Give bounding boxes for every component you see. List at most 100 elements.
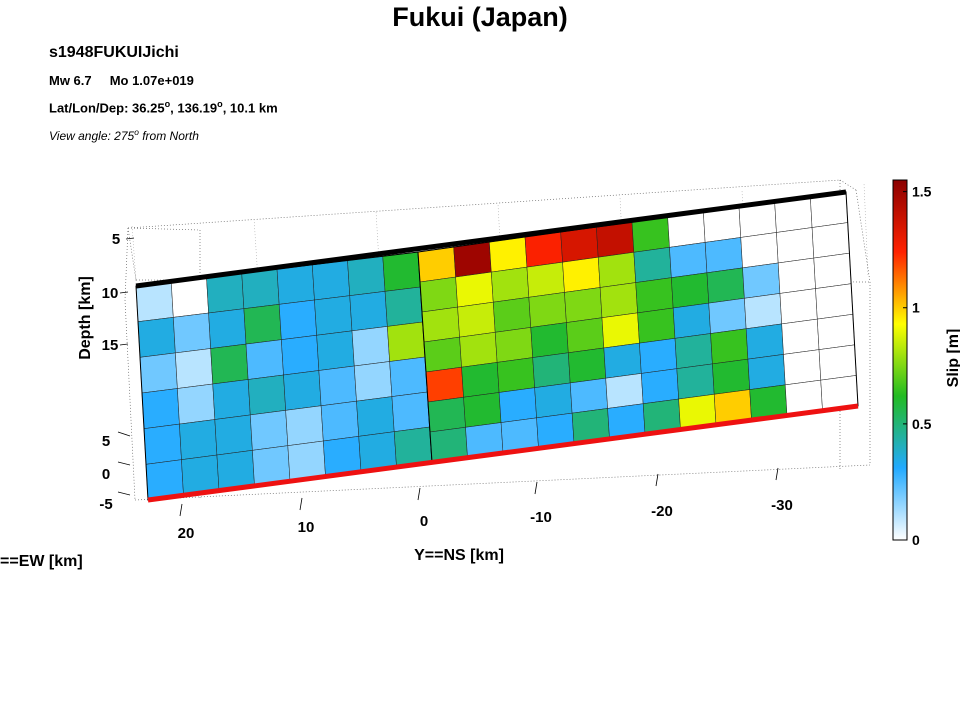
slip-cell bbox=[747, 354, 786, 390]
degree-mark: o bbox=[217, 99, 223, 109]
view-prefix: View angle: 275 bbox=[49, 129, 135, 143]
slip-cell bbox=[596, 221, 635, 258]
location-dep: , 10.1 km bbox=[222, 100, 278, 116]
y-tick bbox=[117, 461, 131, 466]
slip-cell bbox=[528, 292, 567, 328]
slip-cell bbox=[706, 267, 745, 304]
slip-cell bbox=[391, 391, 430, 432]
slip-cell bbox=[498, 387, 537, 423]
slip-cell bbox=[708, 298, 747, 334]
slip-cell bbox=[318, 365, 357, 407]
colorbar-scale bbox=[892, 179, 908, 541]
slip-cell bbox=[671, 272, 710, 309]
slip-cell bbox=[417, 246, 456, 283]
slip-cell bbox=[419, 276, 458, 313]
box-edge bbox=[839, 179, 857, 191]
slip-cell bbox=[175, 348, 214, 389]
slip-cell bbox=[241, 268, 280, 309]
slip-cell bbox=[177, 383, 216, 425]
degree-mark: o bbox=[164, 99, 171, 109]
slip-cell bbox=[524, 231, 563, 268]
slip-cell bbox=[534, 382, 573, 419]
slip-cell bbox=[530, 322, 569, 358]
slip-cell bbox=[423, 336, 462, 373]
slip-cell bbox=[247, 374, 286, 416]
slip-cell bbox=[776, 227, 815, 264]
z-tick bbox=[119, 343, 129, 346]
slip-cell bbox=[351, 326, 390, 367]
slip-cell bbox=[491, 266, 530, 303]
slip-cell bbox=[283, 370, 322, 411]
slip-cell bbox=[564, 287, 603, 323]
slip-cell bbox=[532, 352, 571, 388]
slip-cell bbox=[281, 334, 320, 376]
slip-cell bbox=[781, 318, 820, 355]
z-axis-label: Depth [km] bbox=[77, 276, 94, 360]
x-tick-label: -10 bbox=[530, 509, 552, 526]
slip-cell bbox=[382, 251, 421, 292]
slip-cell bbox=[560, 226, 599, 263]
box-edge bbox=[124, 227, 129, 301]
slip-cell bbox=[311, 260, 351, 301]
slip-cell bbox=[526, 261, 565, 298]
slip-cell bbox=[599, 282, 638, 318]
mo-label: Mo 1.07e+019 bbox=[109, 73, 194, 88]
box-edge bbox=[124, 299, 136, 501]
slip-cell bbox=[674, 333, 713, 369]
slip-cell bbox=[603, 342, 642, 379]
colorbar-tick-label: 1.5 bbox=[912, 184, 932, 200]
slip-cell bbox=[712, 358, 750, 395]
slip-cell bbox=[633, 247, 672, 283]
slip-cell bbox=[212, 379, 251, 420]
slip-cell bbox=[641, 368, 679, 404]
slip-cell bbox=[744, 293, 782, 329]
slip-cell bbox=[783, 349, 822, 386]
slip-cell bbox=[676, 363, 715, 400]
slip-cell bbox=[562, 256, 601, 293]
slip-cell bbox=[276, 264, 315, 305]
slip-cell bbox=[349, 291, 388, 332]
slip-cell bbox=[740, 232, 779, 269]
slip-cell bbox=[742, 262, 781, 299]
x-tick-label: -30 bbox=[771, 497, 793, 514]
chart-title: Fukui (Japan) bbox=[392, 2, 568, 32]
slip-cell bbox=[214, 414, 253, 456]
x-axis-label: Y==NS [km] bbox=[414, 547, 504, 564]
degree-mark: o bbox=[134, 127, 139, 137]
x-tick-label: 0 bbox=[420, 513, 428, 530]
slip-cell bbox=[605, 373, 644, 409]
slip-cell bbox=[421, 306, 460, 343]
slip-cell bbox=[179, 419, 218, 460]
slip-cell bbox=[496, 357, 535, 393]
y-tick bbox=[117, 491, 131, 496]
y-tick-label: 5 bbox=[102, 433, 110, 450]
slip-cell bbox=[137, 317, 176, 358]
slip-cell bbox=[672, 302, 711, 339]
x-tick bbox=[775, 467, 779, 481]
box-edge bbox=[127, 227, 201, 231]
slip-cell bbox=[568, 347, 607, 384]
slip-cell bbox=[320, 400, 360, 442]
y-tick-label: 0 bbox=[102, 466, 110, 483]
location-line: Lat/Lon/Dep: 36.25o, 136.19o, 10.1 km bbox=[49, 99, 278, 115]
location-lat: Lat/Lon/Dep: 36.25 bbox=[49, 100, 165, 116]
slip-cell bbox=[815, 283, 854, 320]
fault-edges bbox=[135, 189, 859, 503]
slip-cell bbox=[813, 252, 852, 289]
slip-cell bbox=[459, 332, 498, 368]
slip-cell bbox=[569, 377, 608, 414]
slip-cell bbox=[139, 352, 178, 394]
box-edge bbox=[855, 189, 871, 283]
slip-cell bbox=[494, 327, 533, 363]
x-tick bbox=[534, 481, 538, 495]
slip-cell bbox=[245, 339, 284, 380]
slip-cell bbox=[384, 286, 423, 327]
slip-cell bbox=[314, 295, 353, 336]
slip-cell bbox=[704, 237, 743, 274]
slip-cell bbox=[143, 423, 182, 465]
slip-cell bbox=[453, 241, 492, 278]
slip-cell bbox=[356, 396, 395, 437]
grid-line bbox=[131, 224, 137, 282]
slip-cell bbox=[173, 312, 211, 354]
fault-top-edge bbox=[135, 189, 847, 289]
